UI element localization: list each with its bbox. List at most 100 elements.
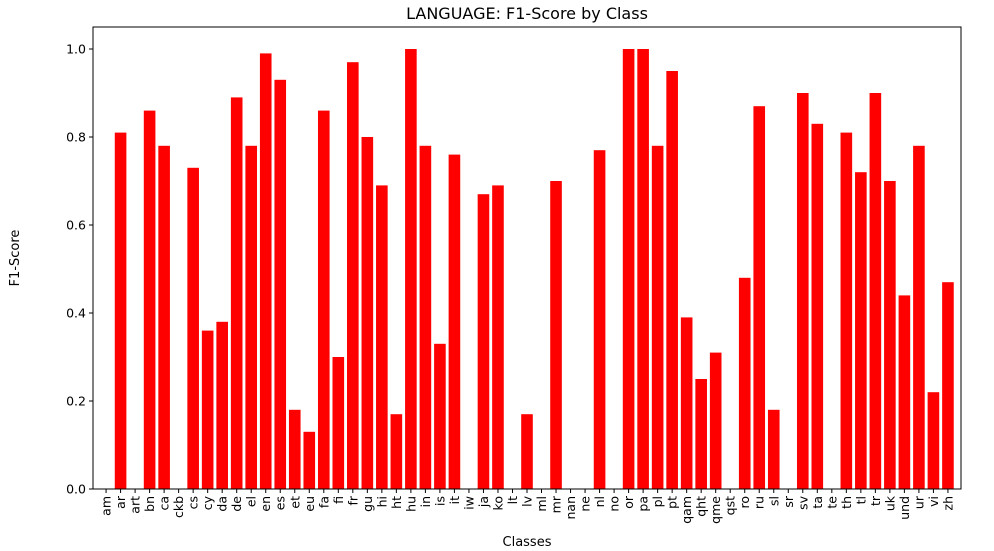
y-tick-label: 0.8 bbox=[66, 130, 86, 145]
bar-hi bbox=[376, 185, 388, 489]
bar-or bbox=[622, 49, 635, 489]
x-tick-label: qam bbox=[679, 496, 694, 524]
x-tick-label: hu bbox=[403, 496, 418, 512]
bar-lv bbox=[521, 414, 533, 489]
x-tick-label: eu bbox=[302, 496, 317, 512]
y-tick-label: 0.6 bbox=[66, 218, 86, 233]
x-tick-label: art bbox=[128, 496, 143, 514]
x-tick-label: tl bbox=[853, 496, 868, 504]
bar-und bbox=[898, 295, 911, 489]
x-tick-label: ko bbox=[490, 496, 505, 510]
x-tick-label: bn bbox=[142, 496, 157, 512]
x-tick-label: sr bbox=[781, 495, 796, 508]
bar-ru bbox=[753, 106, 766, 489]
bar-ur bbox=[913, 145, 925, 490]
bar-in bbox=[419, 145, 432, 490]
x-tick-label: tr bbox=[868, 495, 883, 506]
bar-en bbox=[259, 53, 272, 490]
x-tick-label: mr bbox=[549, 495, 564, 513]
x-tick-label: cy bbox=[200, 495, 215, 510]
bar-ro bbox=[738, 277, 751, 489]
x-tick-label: th bbox=[839, 496, 854, 509]
bars-group bbox=[114, 49, 954, 490]
bar-sv bbox=[796, 93, 809, 489]
bar-pl bbox=[651, 145, 664, 490]
x-tick-label: ru bbox=[752, 496, 767, 509]
y-tick-label: 0.4 bbox=[66, 306, 86, 321]
bar-th bbox=[840, 132, 853, 489]
y-axis-ticks: 0.0 0.2 0.4 0.6 0.8 1.0 bbox=[66, 42, 93, 497]
bar-qam bbox=[680, 317, 693, 489]
x-tick-label: sl bbox=[766, 496, 781, 506]
x-tick-label: nan bbox=[563, 496, 578, 520]
x-tick-label: vi bbox=[926, 496, 941, 507]
x-tick-label: ckb bbox=[171, 496, 186, 518]
x-tick-label: fa bbox=[316, 496, 331, 508]
bar-mr bbox=[550, 181, 562, 489]
x-tick-label: und bbox=[897, 496, 912, 520]
x-tick-label: ar bbox=[113, 495, 128, 509]
x-tick-label: pt bbox=[665, 496, 680, 509]
bar-is bbox=[434, 343, 446, 489]
x-tick-label: it bbox=[447, 496, 462, 504]
bar-ja bbox=[477, 194, 490, 489]
x-tick-label: ca bbox=[157, 496, 172, 511]
x-tick-label: sv bbox=[795, 495, 810, 510]
bar-de bbox=[230, 97, 243, 490]
plot-frame bbox=[92, 26, 962, 490]
x-tick-label: ht bbox=[389, 496, 404, 509]
bar-ko bbox=[492, 185, 504, 489]
bar-ar bbox=[114, 132, 127, 489]
x-tick-label: gu bbox=[360, 496, 375, 512]
bar-cy bbox=[201, 330, 214, 489]
x-tick-label: no bbox=[607, 496, 622, 512]
bar-pa bbox=[637, 49, 649, 489]
bar-ta bbox=[811, 123, 824, 490]
x-tick-label: da bbox=[215, 496, 230, 512]
x-tick-label: ne bbox=[578, 496, 593, 512]
x-tick-label: nl bbox=[592, 496, 607, 507]
x-tick-label: lt bbox=[505, 496, 520, 504]
bar-tl bbox=[855, 172, 867, 489]
y-tick-label: 0.0 bbox=[66, 482, 86, 497]
bar-bn bbox=[143, 110, 156, 489]
x-tick-label: fr bbox=[345, 495, 360, 505]
x-tick-label: fi bbox=[331, 496, 346, 504]
bar-vi bbox=[927, 392, 940, 489]
x-axis-title: Classes bbox=[503, 535, 552, 550]
x-tick-label: qme bbox=[708, 496, 723, 524]
bar-fa bbox=[317, 110, 330, 489]
x-tick-label: or bbox=[621, 495, 636, 509]
bar-tr bbox=[869, 93, 882, 489]
bar-ht bbox=[390, 414, 403, 489]
x-tick-label: pa bbox=[636, 496, 651, 512]
bar-nl bbox=[593, 150, 606, 489]
bar-sl bbox=[767, 409, 780, 489]
x-tick-label: ja bbox=[476, 496, 491, 508]
x-tick-label: cs bbox=[186, 496, 201, 509]
bar-it bbox=[448, 154, 461, 489]
bar-cs bbox=[187, 167, 199, 490]
x-tick-label: in bbox=[418, 496, 433, 507]
x-tick-label: ur bbox=[911, 495, 926, 509]
x-tick-label: ro bbox=[737, 496, 752, 509]
bar-qht bbox=[695, 379, 707, 489]
y-tick-label: 0.2 bbox=[66, 394, 86, 409]
x-tick-label: de bbox=[229, 496, 244, 512]
x-tick-label: et bbox=[287, 496, 302, 509]
bar-qme bbox=[709, 352, 722, 489]
x-tick-label: qht bbox=[694, 496, 709, 517]
bar-da bbox=[216, 321, 228, 489]
x-tick-label: zh bbox=[940, 496, 955, 510]
x-tick-label: lv bbox=[520, 495, 535, 506]
x-tick-label: hi bbox=[374, 496, 389, 507]
x-tick-label: qst bbox=[723, 496, 738, 515]
y-tick-label: 1.0 bbox=[66, 42, 86, 57]
x-tick-label: ml bbox=[534, 496, 549, 512]
x-tick-label: es bbox=[273, 496, 288, 510]
bar-es bbox=[274, 79, 287, 490]
bar-eu bbox=[303, 431, 316, 489]
x-tick-label: iw bbox=[461, 496, 476, 510]
